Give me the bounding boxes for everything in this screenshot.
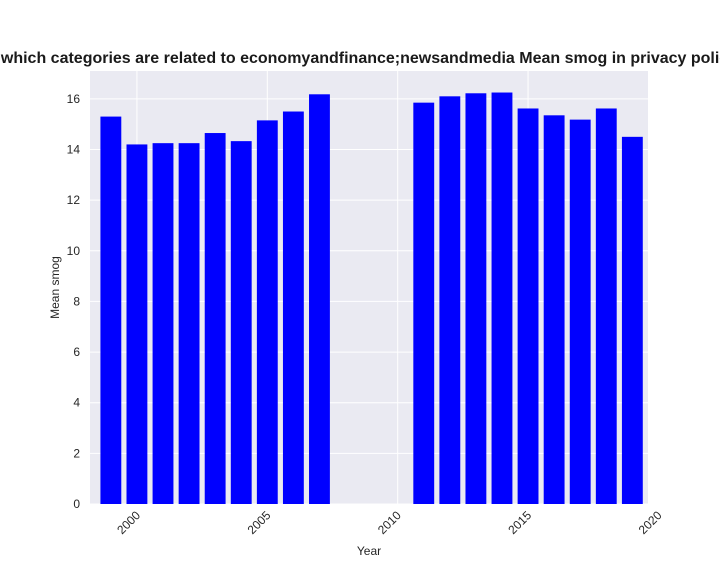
bar — [569, 119, 591, 504]
bar — [230, 141, 252, 504]
x-axis-label: Year — [357, 544, 381, 558]
bar — [204, 133, 226, 504]
bar — [309, 94, 330, 505]
x-axis-ticks: 2000 2005 2010 2015 2020 — [114, 508, 665, 537]
y-axis-label: Mean smog — [48, 256, 62, 319]
bar — [491, 92, 513, 505]
x-tick-label: 2005 — [245, 508, 274, 537]
bar — [126, 144, 148, 505]
bar — [413, 102, 435, 505]
y-tick-label: 14 — [67, 142, 81, 156]
bar — [100, 116, 122, 504]
y-axis-ticks: 0 2 4 6 8 10 12 14 16 — [67, 92, 81, 511]
bar — [465, 93, 487, 504]
bar — [517, 108, 539, 505]
chart-title: Websites which categories are related to… — [0, 50, 720, 67]
x-tick-label: 2000 — [114, 508, 143, 537]
y-tick-label: 6 — [73, 345, 80, 359]
y-tick-label: 4 — [73, 396, 80, 410]
y-tick-label: 16 — [67, 92, 81, 106]
x-tick-label: 2020 — [636, 508, 665, 537]
x-tick-label: 2010 — [375, 508, 404, 537]
x-tick-label: 2015 — [505, 508, 534, 537]
y-tick-label: 0 — [73, 497, 80, 511]
y-tick-label: 2 — [73, 446, 80, 460]
bar — [439, 96, 461, 504]
bar — [178, 143, 200, 504]
bar — [543, 115, 565, 504]
bar — [256, 120, 278, 504]
bar — [282, 111, 304, 504]
bar — [152, 143, 174, 504]
bar — [595, 108, 617, 505]
y-tick-label: 8 — [73, 294, 80, 308]
y-tick-label: 12 — [67, 193, 81, 207]
bar-series — [100, 92, 643, 505]
y-tick-label: 10 — [67, 244, 81, 258]
bar — [621, 136, 643, 505]
